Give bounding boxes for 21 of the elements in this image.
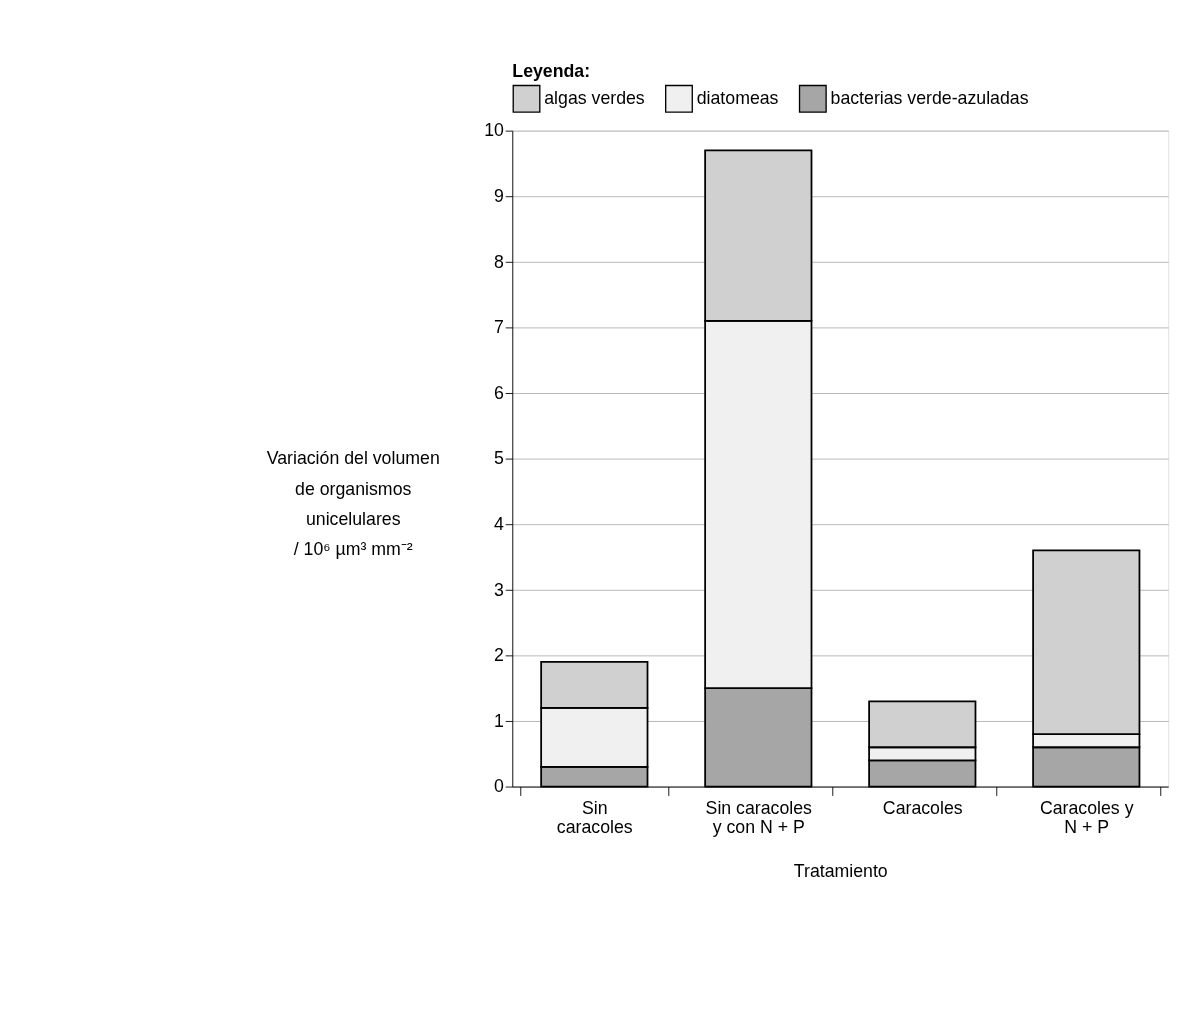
y-tick-label: 9	[494, 186, 505, 207]
legend-title: Leyenda:	[512, 60, 591, 81]
x-tick-label: Sin caracoles y con N + P	[705, 797, 813, 838]
y-tick-label: 2	[494, 645, 504, 666]
legend-label: bacterias verde-azuladas	[830, 88, 1029, 109]
y-tick-label: 5	[494, 448, 505, 469]
y-tick-label: 1	[494, 710, 504, 731]
legend-label: diatomeas	[696, 88, 779, 109]
y-tick-label: 4	[494, 514, 505, 534]
x-axis-title: Tratamiento	[793, 861, 888, 882]
x-tick-label: Caracoles	[882, 797, 963, 818]
y-tick-label: 0	[494, 776, 505, 797]
y-axis-title: Variación del volumen de organismos unicelulares / 10⁶ µm³ mm⁻²	[266, 448, 440, 559]
y-tick-label: 7	[494, 317, 504, 338]
y-tick-label: 3	[494, 579, 505, 600]
y-tick-label: 6	[494, 382, 505, 403]
y-tick-label: 10	[484, 120, 505, 141]
x-tick-label: Caracoles y N + P	[1039, 797, 1134, 838]
legend-label: algas verdes	[544, 88, 645, 109]
x-tick-label: Sin caracoles	[556, 797, 633, 838]
y-tick-label: 8	[494, 251, 505, 272]
